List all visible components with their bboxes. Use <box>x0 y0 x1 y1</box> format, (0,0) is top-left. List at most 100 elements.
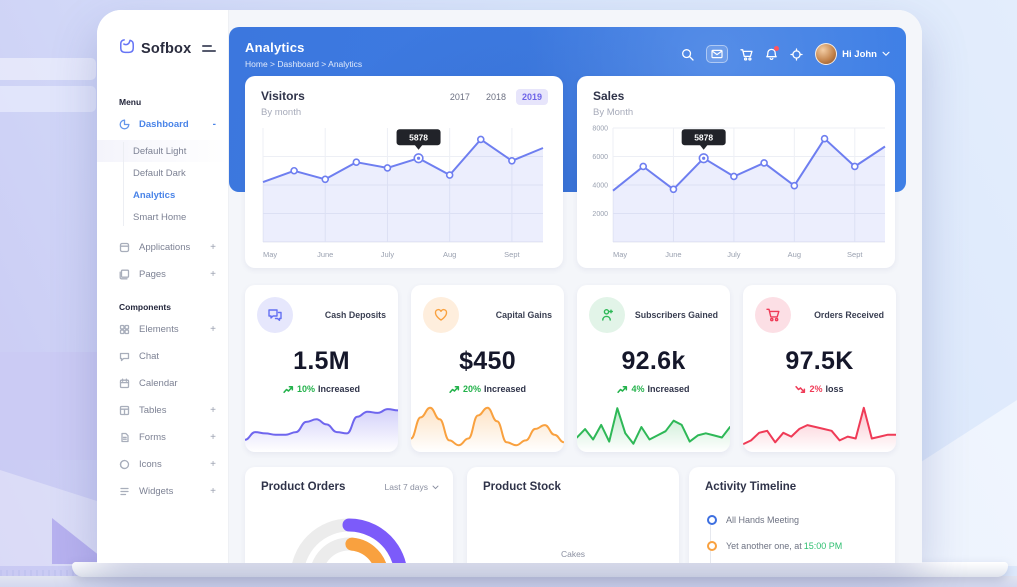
svg-text:July: July <box>727 250 741 259</box>
svg-text:2000: 2000 <box>592 211 608 218</box>
stat-value: 92.6k <box>621 347 686 375</box>
dashboard-icon <box>119 119 132 130</box>
menu-toggle-icon[interactable] <box>202 45 216 52</box>
mail-icon[interactable] <box>706 45 729 63</box>
stat-change: 20% Increased <box>411 384 564 394</box>
svg-text:May: May <box>613 250 627 259</box>
bg-shape <box>0 352 97 460</box>
product-orders-card: Product Orders Last 7 days <box>245 467 453 563</box>
stat-card-cash-deposits: Cash Deposits 1.5M 10% Increased <box>245 285 398 452</box>
svg-text:Sept: Sept <box>847 250 863 259</box>
breadcrumb: Home > Dashboard > Analytics <box>245 59 363 69</box>
product-stock-card: Product Stock Cakes <box>467 467 679 563</box>
cart-icon <box>755 297 791 333</box>
sidebar-item-applications[interactable]: Applications + <box>97 234 228 261</box>
sidebar-item-dashboard[interactable]: Dashboard - <box>97 111 228 138</box>
laptop-base-strip <box>0 576 1017 587</box>
trend-up-icon <box>449 385 460 393</box>
svg-text:June: June <box>665 250 681 259</box>
sidebar-item-default-dark[interactable]: Default Dark <box>133 167 186 179</box>
sofbox-logo-icon <box>119 38 135 59</box>
svg-text:Aug: Aug <box>443 250 456 259</box>
applications-icon <box>119 242 132 253</box>
forms-icon <box>119 432 132 443</box>
page-header-titles: Analytics Home > Dashboard > Analytics <box>245 40 362 69</box>
cart-icon[interactable] <box>740 48 753 61</box>
stat-card-subscribers-gained: Subscribers Gained 92.6k 4% Increased <box>577 285 730 452</box>
calendar-icon <box>119 378 132 389</box>
stat-label: Cash Deposits <box>324 310 386 320</box>
stat-card-capital-gains: Capital Gains $450 20% Increased <box>411 285 564 452</box>
bell-icon[interactable] <box>765 45 780 61</box>
sidebar-nav: Dashboard - Default Light Default Dark A… <box>97 107 228 288</box>
card-title: Activity Timeline <box>705 481 797 493</box>
year-tabs: 2017 2018 2019 <box>444 89 548 105</box>
timeline-time: 15:00 PM <box>803 541 843 551</box>
bg-shape <box>0 58 96 80</box>
stat-value: $450 <box>459 347 516 375</box>
svg-text:5878: 5878 <box>409 133 428 143</box>
pages-icon <box>119 269 132 280</box>
sidebar-section-label: Menu <box>119 97 142 107</box>
tab-2019[interactable]: 2019 <box>515 89 548 105</box>
sidebar-item-pages[interactable]: Pages + <box>97 261 228 288</box>
svg-text:6000: 6000 <box>592 154 608 161</box>
timeline-item[interactable]: Yet another one, at 15:00 PM <box>707 541 881 551</box>
widgets-icon <box>119 486 132 497</box>
stat-label: Orders Received <box>814 310 884 320</box>
sidebar-item-calendar[interactable]: Calendar <box>97 370 228 397</box>
stat-change: 2% loss <box>743 384 896 394</box>
dashboard-window: Sofbox Menu Dashboard - Default Light De… <box>97 10 922 563</box>
timeline-item[interactable]: All Hands Meeting <box>707 515 881 525</box>
chart-title: Sales <box>593 89 625 103</box>
trend-down-icon <box>795 385 806 393</box>
sparkline-chart <box>743 406 896 452</box>
svg-text:July: July <box>381 250 395 259</box>
page-title: Analytics <box>245 40 305 55</box>
date-filter-dropdown[interactable]: Last 7 days <box>385 482 439 492</box>
bg-shape <box>0 86 96 112</box>
user-menu[interactable]: Hi John <box>815 43 890 65</box>
dashboard-submenu: Default Light Default Dark Analytics Sma… <box>97 140 228 228</box>
card-title: Product Stock <box>483 481 561 493</box>
sidebar-nav-components: Elements + Chat Calendar <box>97 312 228 505</box>
svg-text:Sept: Sept <box>504 250 520 259</box>
stat-card-orders-received: Orders Received 97.5K 2% loss <box>743 285 896 452</box>
activity-timeline-card: Activity Timeline All Hands Meeting Yet … <box>689 467 895 563</box>
sidebar-item-widgets[interactable]: Widgets + <box>97 478 228 505</box>
sidebar-item-analytics[interactable]: Analytics <box>133 189 176 201</box>
sidebar-item-forms[interactable]: Forms + <box>97 424 228 451</box>
content-area: Analytics Home > Dashboard > Analytics <box>229 10 922 563</box>
visitors-chart-card: Visitors By month 2017 2018 2019 May June… <box>245 76 563 268</box>
sidebar-item-default-light[interactable]: Default Light <box>97 140 228 162</box>
chart-subtitle: By month <box>261 107 302 118</box>
chevron-down-icon <box>882 51 890 56</box>
sidebar-item-tables[interactable]: Tables + <box>97 397 228 424</box>
sidebar-item-elements[interactable]: Elements + <box>97 316 228 343</box>
sparkline-chart <box>245 408 398 452</box>
locator-icon[interactable] <box>790 47 803 61</box>
trend-up-icon <box>617 385 628 393</box>
sidebar-item-icons[interactable]: Icons + <box>97 451 228 478</box>
brand[interactable]: Sofbox <box>97 10 228 59</box>
svg-text:8000: 8000 <box>592 126 608 133</box>
sales-chart-card: Sales By Month May June July Aug Sept 2000 400… <box>577 76 895 268</box>
search-icon[interactable] <box>681 48 694 61</box>
sidebar-section-label: Components <box>119 302 171 312</box>
radar-axis-label: Cakes <box>560 549 586 559</box>
sidebar: Sofbox Menu Dashboard - Default Light De… <box>97 10 229 563</box>
user-greeting: Hi John <box>842 48 877 60</box>
sparkline-chart <box>411 406 564 452</box>
header-actions: Hi John <box>681 43 890 65</box>
sidebar-item-chat[interactable]: Chat <box>97 343 228 370</box>
chat-icon <box>257 297 293 333</box>
chart-title: Visitors <box>261 89 305 103</box>
heart-icon <box>423 297 459 333</box>
stat-change: 10% Increased <box>245 384 398 394</box>
sidebar-item-smart-home[interactable]: Smart Home <box>133 211 187 223</box>
card-title: Product Orders <box>261 481 346 493</box>
tab-2017[interactable]: 2017 <box>449 92 470 102</box>
timeline-dot <box>707 541 717 551</box>
tab-2018[interactable]: 2018 <box>485 92 506 102</box>
